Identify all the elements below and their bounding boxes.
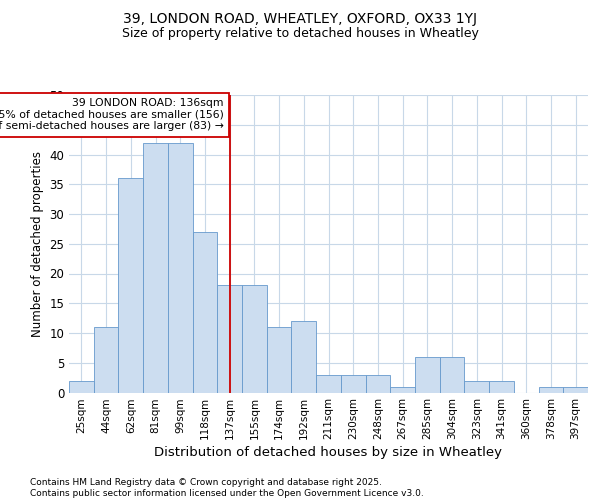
Bar — [267, 327, 292, 392]
Bar — [168, 142, 193, 392]
Bar — [193, 232, 217, 392]
Bar — [217, 286, 242, 393]
Bar — [316, 374, 341, 392]
Text: 39 LONDON ROAD: 136sqm
← 65% of detached houses are smaller (156)
35% of semi-de: 39 LONDON ROAD: 136sqm ← 65% of detached… — [0, 98, 223, 131]
Bar — [94, 327, 118, 392]
Bar — [464, 380, 489, 392]
Bar — [69, 380, 94, 392]
Bar — [440, 357, 464, 392]
Bar — [390, 386, 415, 392]
Bar — [143, 142, 168, 392]
Bar — [365, 374, 390, 392]
Bar — [563, 386, 588, 392]
Bar — [341, 374, 365, 392]
Bar — [118, 178, 143, 392]
Bar — [489, 380, 514, 392]
X-axis label: Distribution of detached houses by size in Wheatley: Distribution of detached houses by size … — [155, 446, 503, 460]
Bar — [539, 386, 563, 392]
Bar — [292, 321, 316, 392]
Bar — [242, 286, 267, 393]
Y-axis label: Number of detached properties: Number of detached properties — [31, 151, 44, 337]
Text: 39, LONDON ROAD, WHEATLEY, OXFORD, OX33 1YJ: 39, LONDON ROAD, WHEATLEY, OXFORD, OX33 … — [123, 12, 477, 26]
Text: Contains HM Land Registry data © Crown copyright and database right 2025.
Contai: Contains HM Land Registry data © Crown c… — [30, 478, 424, 498]
Bar — [415, 357, 440, 392]
Text: Size of property relative to detached houses in Wheatley: Size of property relative to detached ho… — [122, 28, 478, 40]
